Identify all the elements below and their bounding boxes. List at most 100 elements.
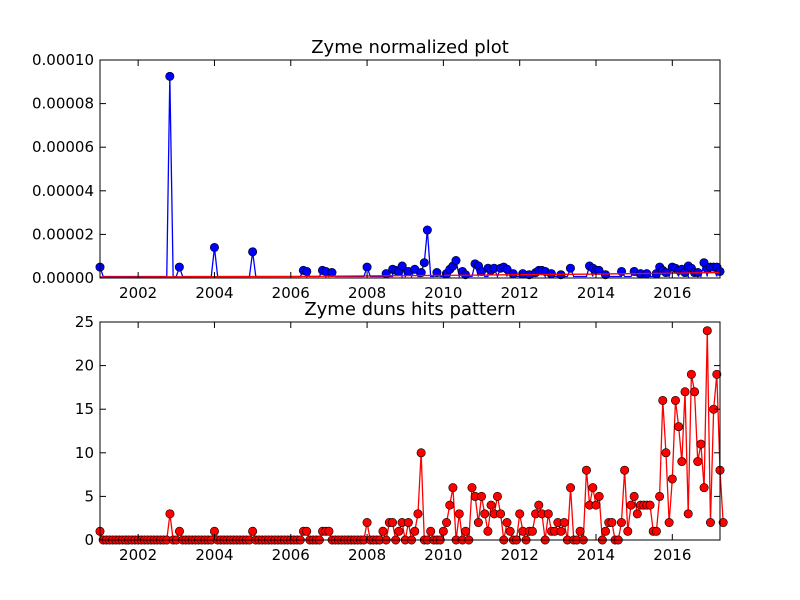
data-point [651, 526, 661, 536]
data-point [174, 526, 184, 536]
data-point [445, 500, 455, 510]
y-tick-label: 15 [75, 400, 94, 418]
y-tick-label: 0.00000 [32, 269, 94, 287]
data-point [165, 71, 175, 81]
y-tick-label: 25 [75, 313, 94, 331]
data-point [508, 269, 518, 279]
data-point [448, 483, 458, 493]
data-point [302, 526, 312, 536]
x-tick-label: 2006 [272, 284, 310, 302]
normalized-plot: Zyme normalized plot 2002 2004 2006 2008 201… [32, 37, 725, 302]
data-point [324, 526, 334, 536]
chart-title: Zyme duns hits pattern [304, 299, 515, 320]
data-point [165, 509, 175, 519]
x-tick-label: 2012 [501, 284, 539, 302]
y-tick-label: 5 [84, 487, 94, 505]
chart-title: Zyme normalized plot [311, 37, 509, 58]
data-point [670, 395, 680, 405]
plot-area [100, 322, 720, 540]
x-tick-label: 2016 [653, 284, 691, 302]
data-point [419, 258, 429, 268]
data-point [655, 491, 665, 501]
data-point [626, 500, 636, 510]
data-point [556, 526, 566, 536]
data-point [496, 509, 506, 519]
data-point [502, 264, 512, 274]
data-point [394, 526, 404, 536]
data-point [248, 526, 258, 536]
data-point [705, 518, 715, 528]
data-point [718, 518, 728, 528]
x-tick-label: 2008 [348, 546, 386, 564]
x-tick-label: 2016 [653, 546, 691, 564]
x-tick-label: 2014 [577, 546, 615, 564]
data-point [362, 262, 372, 272]
data-point [534, 500, 544, 510]
data-point [696, 439, 706, 449]
data-point [388, 518, 398, 528]
data-point [677, 457, 687, 467]
data-point [674, 422, 684, 432]
data-point [690, 387, 700, 397]
data-point [620, 465, 630, 475]
data-point [594, 491, 604, 501]
data-point [702, 326, 712, 336]
data-point [559, 518, 569, 528]
data-point [527, 526, 537, 536]
x-tick-label: 2006 [272, 546, 310, 564]
data-point [410, 526, 420, 536]
data-point [362, 518, 372, 528]
data-point [302, 266, 312, 276]
data-point [477, 491, 487, 501]
y-tick-label: 10 [75, 444, 94, 462]
x-tick-label: 2014 [577, 284, 615, 302]
data-point [209, 242, 219, 252]
data-point [601, 270, 611, 280]
data-point [473, 518, 483, 528]
data-point [248, 247, 258, 257]
data-point [451, 256, 461, 266]
data-point [403, 518, 413, 528]
x-tick-label: 2004 [195, 284, 233, 302]
data-point [667, 474, 677, 484]
data-point [502, 518, 512, 528]
data-point [461, 526, 471, 536]
data-point [422, 225, 432, 235]
series-layer [95, 71, 725, 280]
data-point [575, 526, 585, 536]
data-point [416, 448, 426, 458]
series-line [99, 76, 721, 279]
data-point [505, 526, 515, 536]
data-point [683, 509, 693, 519]
data-point [693, 457, 703, 467]
y-tick-label: 0.00006 [32, 138, 94, 156]
data-point [467, 483, 477, 493]
data-point [565, 263, 575, 273]
data-point [591, 500, 601, 510]
data-point [712, 369, 722, 379]
data-point [664, 518, 674, 528]
y-tick-label: 0 [84, 531, 94, 549]
data-point [397, 261, 407, 271]
data-point [543, 509, 553, 519]
data-point [413, 509, 423, 519]
series-layer [95, 326, 728, 545]
data-point [686, 369, 696, 379]
data-point [601, 526, 611, 536]
x-tick-label: 2012 [501, 546, 539, 564]
x-tick-label: 2010 [424, 284, 462, 302]
data-point [454, 509, 464, 519]
data-point [581, 465, 591, 475]
data-point [492, 491, 502, 501]
data-point [645, 500, 655, 510]
x-tick-label: 2010 [424, 546, 462, 564]
data-point [174, 262, 184, 272]
data-point [486, 500, 496, 510]
data-point [432, 268, 442, 278]
plot-area [100, 60, 720, 278]
data-point [680, 387, 690, 397]
x-tick-label: 2008 [348, 284, 386, 302]
data-point [699, 483, 709, 493]
data-point [378, 526, 388, 536]
data-point [607, 518, 617, 528]
